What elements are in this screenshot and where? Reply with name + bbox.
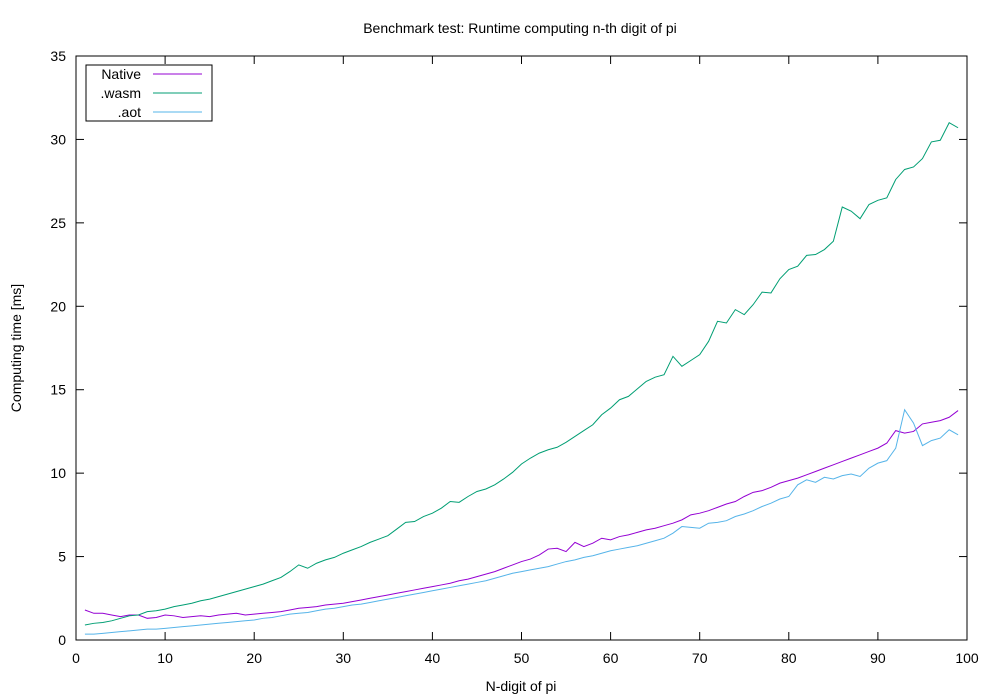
x-tick-label: 80 [781, 650, 797, 666]
y-tick-label: 0 [58, 632, 66, 648]
x-tick-label: 60 [603, 650, 619, 666]
y-tick-label: 5 [58, 549, 66, 565]
chart-title: Benchmark test: Runtime computing n-th d… [363, 20, 677, 36]
y-tick-label: 25 [50, 215, 66, 231]
x-tick-label: 40 [425, 650, 441, 666]
y-tick-label: 35 [50, 48, 66, 64]
y-tick-label: 20 [50, 298, 66, 314]
y-tick-label: 30 [50, 131, 66, 147]
x-tick-label: 0 [72, 650, 80, 666]
y-tick-label: 10 [50, 465, 66, 481]
plot-frame [75, 55, 968, 641]
series-layer [84, 122, 959, 635]
series-line-wasm [84, 122, 959, 626]
x-tick-label: 70 [692, 650, 708, 666]
series-line-native [84, 410, 959, 619]
x-axis-label: N-digit of pi [486, 678, 557, 694]
x-tick-label: 30 [336, 650, 352, 666]
x-tick-label: 10 [157, 650, 173, 666]
legend: Native .wasm .aot [85, 64, 213, 122]
legend-label-aot: .aot [118, 104, 141, 120]
legend-label-native: Native [101, 66, 141, 82]
series-line-aot [84, 408, 959, 635]
x-tick-label: 90 [870, 650, 886, 666]
x-tick-label: 20 [246, 650, 262, 666]
y-axis-label: Computing time [ms] [8, 284, 24, 412]
axis-ticks: 0 10 20 30 40 50 60 70 80 90 100 0 5 10 15 20 25 30 35 [50, 48, 978, 666]
legend-label-wasm: .wasm [101, 85, 141, 101]
x-tick-label: 50 [514, 650, 530, 666]
y-tick-label: 15 [50, 382, 66, 398]
x-tick-label: 100 [955, 650, 979, 666]
